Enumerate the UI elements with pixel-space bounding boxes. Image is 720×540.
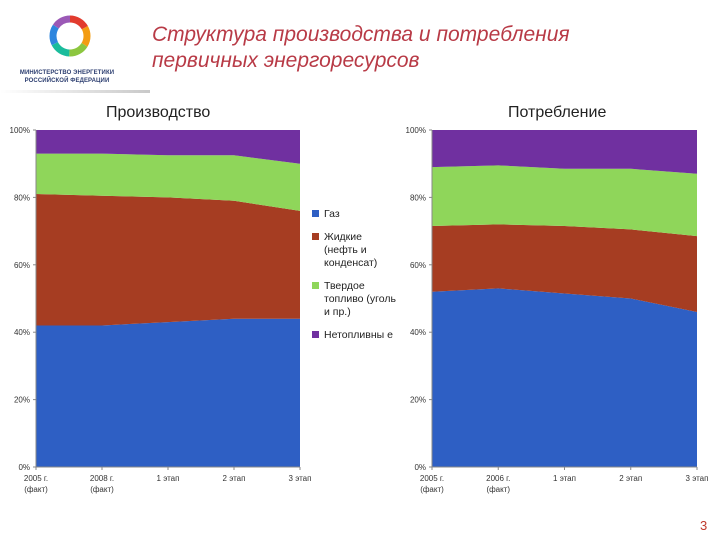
y-tick-label-chart-1: 60%	[410, 261, 426, 270]
title-line-2: первичных энергоресурсов	[152, 49, 420, 72]
logo-text-line2: РОССИЙСКОЙ ФЕДЕРАЦИИ	[24, 78, 110, 84]
legend-item-gas: Газ	[312, 208, 398, 221]
x-tick-label-chart-1: 2006 г. (факт)	[486, 474, 510, 494]
legend-label-gas: Газ	[324, 208, 340, 220]
legend-swatch-gas	[312, 210, 319, 217]
y-tick-label-chart-0: 0%	[18, 463, 30, 472]
page-title: Структура производства и потребления пер…	[152, 22, 712, 74]
y-tick-label-chart-1: 0%	[414, 463, 426, 472]
chart-0: 0% 20% 40% 60% 80% 100% 2005 г. (факт) 2008 г. (ф…	[10, 126, 312, 494]
legend-item-nonfuel: Нетопливны е	[312, 329, 398, 342]
x-tick-label-chart-0: 3 этап	[289, 474, 312, 483]
logo-ring-icon	[49, 15, 91, 57]
x-tick-label-chart-0: 2005 г. (факт)	[24, 474, 48, 494]
y-tick-label-chart-1: 100%	[406, 126, 426, 135]
area-liquid-chart-0	[36, 194, 300, 326]
title-line-1: Структура производства и потребления	[152, 23, 570, 46]
y-tick-label-chart-1: 40%	[410, 328, 426, 337]
x-tick-label-chart-0: 1 этап	[157, 474, 180, 483]
production-chart-title: Производство	[106, 104, 211, 121]
legend-label-solid: Твердое топливо (уголь и пр.)	[324, 280, 396, 318]
area-gas-chart-1	[432, 288, 697, 467]
chart-legend: Газ Жидкие (нефть и конденсат) Твердое топ…	[312, 208, 398, 352]
legend-swatch-solid	[312, 282, 319, 289]
x-tick-label-chart-1: 1 этап	[553, 474, 576, 483]
title-divider	[0, 90, 150, 93]
area-solid-chart-0	[36, 153, 300, 211]
x-tick-label-chart-0: 2008 г. (факт)	[90, 474, 114, 494]
area-solid-chart-1	[432, 165, 697, 237]
x-tick-label-chart-0: 2 этап	[223, 474, 246, 483]
legend-swatch-nonfuel	[312, 331, 319, 338]
x-tick-label-chart-1: 2 этап	[619, 474, 642, 483]
y-tick-label-chart-1: 80%	[410, 193, 426, 202]
area-nonfuel-chart-1	[432, 130, 697, 174]
y-tick-label-chart-1: 20%	[410, 396, 426, 405]
legend-item-solid: Твердое топливо (уголь и пр.)	[312, 280, 398, 319]
area-gas-chart-0	[36, 318, 300, 467]
legend-label-liquid: Жидкие (нефть и конденсат)	[324, 231, 378, 269]
x-tick-label-chart-1: 2005 г. (факт)	[420, 474, 444, 494]
y-tick-label-chart-0: 40%	[14, 328, 30, 337]
y-tick-label-chart-0: 100%	[10, 126, 30, 135]
y-tick-label-chart-0: 20%	[14, 396, 30, 405]
logo-text-line1: МИНИСТЕРСТВО ЭНЕРГЕТИКИ	[19, 70, 115, 76]
area-nonfuel-chart-0	[36, 130, 300, 164]
y-tick-label-chart-0: 60%	[14, 261, 30, 270]
x-tick-label-chart-1: 3 этап	[686, 474, 709, 483]
area-liquid-chart-1	[432, 224, 697, 312]
legend-label-nonfuel: Нетопливны е	[324, 329, 393, 341]
legend-item-liquid: Жидкие (нефть и конденсат)	[312, 231, 398, 270]
page-number: 3	[700, 518, 708, 533]
chart-1: 0% 20% 40% 60% 80% 100% 2005 г. (факт) 2006 г. (ф…	[406, 126, 709, 494]
legend-swatch-liquid	[312, 233, 319, 240]
y-tick-label-chart-0: 80%	[14, 193, 30, 202]
consumption-chart-title: Потребление	[508, 104, 607, 121]
ministry-logo: МИНИСТЕРСТВО ЭНЕРГЕТИКИ РОССИЙСКОЙ ФЕДЕР…	[6, 8, 136, 98]
